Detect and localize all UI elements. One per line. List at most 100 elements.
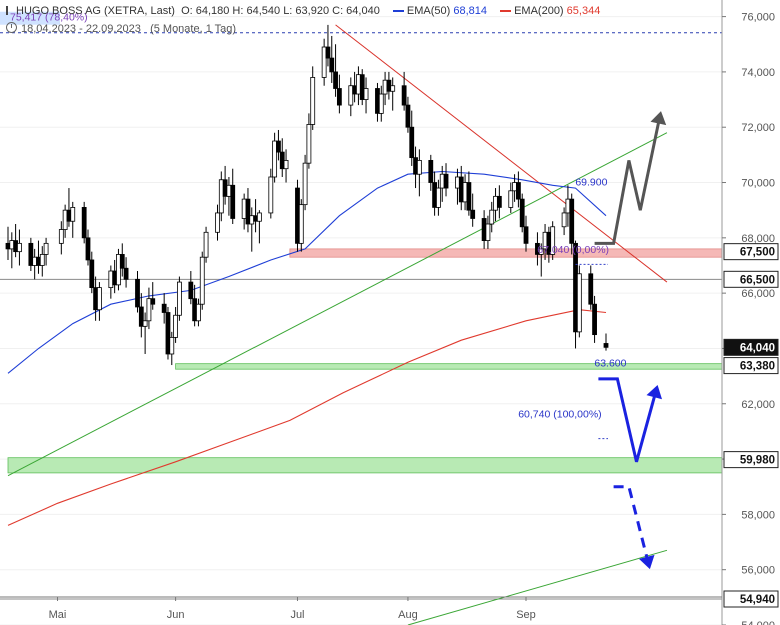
- price-label-box: [723, 357, 779, 375]
- candle: [245, 188, 251, 233]
- candle: [81, 201, 87, 244]
- candle: [283, 149, 289, 183]
- candle: [173, 306, 178, 343]
- candle-body-up: [310, 77, 316, 125]
- candle: [241, 193, 247, 230]
- candle-body-up: [256, 212, 262, 222]
- candle: [416, 149, 422, 197]
- price-label-text: 64,040: [740, 342, 775, 354]
- candle: [279, 138, 285, 177]
- candle-body-down: [325, 46, 331, 59]
- candle: [165, 306, 171, 360]
- candle: [325, 24, 331, 67]
- candle: [146, 287, 152, 330]
- scenario-path-down-dashed: [613, 485, 650, 562]
- candle: [272, 132, 278, 183]
- candle-body-down: [386, 79, 392, 92]
- candle: [523, 215, 529, 252]
- price-label-box: [723, 338, 779, 356]
- candle-body-up: [455, 176, 460, 189]
- ohlc-values: O: 64,180 H: 64,540 L: 63,920 C: 64,040: [181, 5, 380, 17]
- candle-body-up: [561, 212, 567, 228]
- candle-body-up: [169, 336, 175, 355]
- candle-body-up: [298, 204, 304, 244]
- candle: [142, 312, 148, 354]
- support-zone: [7, 457, 723, 474]
- y-tick-label: 76,000: [741, 12, 775, 24]
- ema200-legend-swatch: [500, 10, 512, 13]
- candle-body-up: [489, 209, 495, 225]
- candle-body-down: [432, 182, 437, 208]
- candle-body-up: [538, 248, 544, 255]
- candle-body-down: [112, 270, 118, 286]
- candle-body-up: [226, 184, 232, 197]
- price-label: 64,040: [723, 338, 779, 356]
- candle-body-down: [161, 303, 167, 313]
- price-label: 67,500: [723, 243, 779, 261]
- candle-body-down: [496, 195, 502, 208]
- candle: [28, 237, 34, 272]
- period-range: 18,04.2023 - 22.09.2023: [21, 23, 141, 35]
- candle-body-down: [405, 104, 411, 128]
- candle: [5, 226, 11, 260]
- candle-body-down: [93, 287, 99, 311]
- candle-body-down: [13, 240, 19, 253]
- candle-body-up: [356, 74, 361, 95]
- candle: [188, 271, 194, 305]
- candle-body-down: [401, 85, 407, 106]
- y-tick-label: 72,000: [741, 122, 775, 134]
- candle: [17, 229, 22, 266]
- candle: [390, 77, 396, 111]
- candle-body-up: [439, 173, 445, 189]
- candle: [89, 251, 95, 294]
- candle: [538, 243, 544, 277]
- ema200-legend-value: 65,344: [566, 5, 601, 17]
- candle: [112, 259, 118, 294]
- y-tick-label: 62,000: [741, 399, 775, 411]
- candle: [97, 282, 102, 321]
- candle: [295, 179, 300, 252]
- candle: [443, 163, 449, 197]
- uptrend-line: [7, 132, 668, 477]
- candle: [378, 85, 384, 122]
- candle-body-down: [230, 184, 236, 219]
- x-tick-label: Jun: [167, 609, 185, 621]
- candle: [192, 284, 198, 327]
- candle-body-up: [116, 254, 121, 286]
- candle-body-down: [66, 209, 72, 222]
- y-tick-label: 58,000: [741, 509, 775, 521]
- candle-body-down: [458, 176, 464, 203]
- candle: [569, 193, 575, 255]
- price-label: 59,980: [723, 451, 779, 469]
- candle-body-down: [569, 198, 575, 244]
- candle-body-down: [329, 57, 335, 73]
- candle-body-down: [188, 281, 194, 300]
- price-label-box: [723, 451, 779, 469]
- candle-body-down: [409, 126, 415, 159]
- y-tick-label: 70,000: [741, 178, 775, 190]
- price-label-text: 66,500: [740, 274, 775, 286]
- candle-body-down: [192, 298, 198, 322]
- candle-body-down: [150, 298, 156, 305]
- price-label-text: 59,980: [740, 455, 775, 467]
- candle: [161, 293, 167, 324]
- annotation-label: 67,040 (0,00%): [537, 244, 609, 256]
- candle: [489, 201, 495, 233]
- candle: [333, 44, 338, 97]
- candle-body-down: [466, 182, 472, 211]
- price-labels: 67,500 66,500 64,040 63,380 59,980 54,940: [723, 243, 779, 608]
- candle-body-up: [508, 190, 514, 208]
- candle-body-down: [28, 242, 34, 266]
- candle-body-up: [416, 159, 422, 175]
- candle: [230, 168, 236, 225]
- candle-body-up: [241, 198, 247, 219]
- candle: [519, 193, 525, 233]
- y-tick-label: 66,000: [741, 288, 775, 300]
- candle: [375, 82, 380, 122]
- candlesticks: [5, 24, 609, 366]
- candle: [401, 71, 407, 111]
- candle: [177, 276, 182, 321]
- candle: [32, 248, 38, 280]
- candle-body-down: [603, 343, 609, 348]
